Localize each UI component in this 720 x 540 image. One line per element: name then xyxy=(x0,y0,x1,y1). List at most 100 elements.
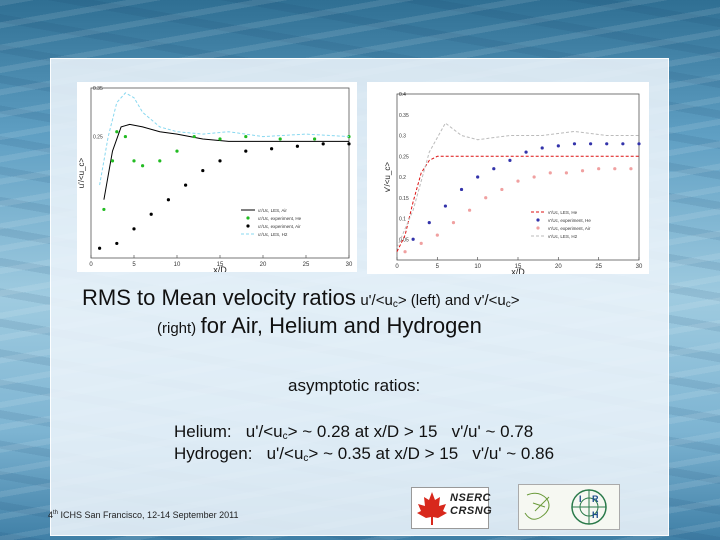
data-point xyxy=(158,159,162,163)
data-point xyxy=(192,134,196,139)
y-tick-label: 0.05 xyxy=(399,237,409,243)
data-point xyxy=(244,134,248,139)
x-tick-label: 0 xyxy=(89,262,93,268)
x-tick-label: 0 xyxy=(395,264,399,270)
chart-u-prime-svg: 0 5 10 15 20 25 30 0.25 0.35 x/D u'/<u_c> u'/Uc, LE… xyxy=(77,86,353,272)
irh-emblem-icon: I R H xyxy=(524,489,607,525)
y-tick-label: 0.1 xyxy=(399,217,406,223)
x-tick-label: 30 xyxy=(636,264,643,270)
plot-frame xyxy=(396,93,640,261)
nserc-line2: CRSNG xyxy=(450,505,493,518)
data-point xyxy=(201,168,205,173)
data-point xyxy=(313,137,317,141)
data-point xyxy=(572,142,577,146)
y-tick-label: 0.15 xyxy=(399,196,409,202)
y-axis-label: u'/<u_c> xyxy=(77,157,86,188)
irh-letter-r: R xyxy=(592,494,599,504)
legend-swatch xyxy=(536,226,540,230)
data-point xyxy=(411,237,415,241)
x-tick-label: 25 xyxy=(303,262,310,268)
data-point xyxy=(115,241,119,246)
hydrogen-ratio: Hydrogen: u'/<uc> ~ 0.35 at x/D > 15 v'/… xyxy=(174,444,555,465)
data-point xyxy=(621,142,625,146)
data-point xyxy=(427,221,431,225)
x-tick-label: 15 xyxy=(515,264,522,270)
data-point xyxy=(597,167,601,171)
data-point xyxy=(278,137,282,141)
data-point xyxy=(540,146,544,150)
heading-title-part1: RMS to Mean velocity ratios xyxy=(82,285,356,310)
data-point xyxy=(102,207,106,212)
data-point xyxy=(175,149,179,153)
x-tick-label: 5 xyxy=(132,262,136,268)
data-point xyxy=(419,241,423,245)
legend-label: u'/Uc, experiment, Air xyxy=(258,224,301,229)
legend-label: v'/Uc, LES, He xyxy=(548,210,578,215)
data-point xyxy=(613,167,617,171)
data-point xyxy=(548,171,552,175)
irh-logo: I R H xyxy=(518,484,620,530)
ratios-block: Helium: u'/<uc> ~ 0.28 at x/D > 15 v'/u'… xyxy=(174,421,554,465)
y-tick-label: 0.25 xyxy=(93,135,103,141)
data-point xyxy=(508,158,512,162)
chart-v-prime-svg: 0 5 10 15 20 25 30 0.4 0.35 0.3 0.25 0.2 0.15 0.1 0.05… xyxy=(383,92,643,274)
helium-ratio: Helium: u'/<uc> ~ 0.28 at x/D > 15 v'/u'… xyxy=(174,422,534,442)
maple-leaf-icon xyxy=(417,492,447,525)
data-point xyxy=(218,137,222,141)
data-point xyxy=(270,147,274,151)
data-point xyxy=(459,187,464,192)
data-point xyxy=(605,142,609,146)
nserc-line1: NSERC xyxy=(450,492,492,504)
y-tick-label: 0.35 xyxy=(93,86,103,92)
heading-line2-big: for Air, Helium and Hydrogen xyxy=(200,312,482,338)
asymptotic-label: asymptotic ratios: xyxy=(288,376,421,395)
data-point xyxy=(347,142,351,146)
irh-letter-i: I xyxy=(579,494,582,504)
legend-label: v'/Uc, LES, H2 xyxy=(548,234,578,239)
data-point xyxy=(468,208,472,212)
data-point xyxy=(132,227,136,231)
data-point xyxy=(123,134,127,139)
data-point xyxy=(403,250,407,254)
footer-conference: 4th ICHS San Francisco, 12-14 September … xyxy=(48,510,239,520)
x-tick-label: 10 xyxy=(474,264,481,270)
x-tick-label: 30 xyxy=(346,262,353,268)
x-tick-label: 20 xyxy=(555,264,562,270)
data-point xyxy=(244,149,248,153)
y-tick-label: 0.4 xyxy=(399,92,406,98)
data-point xyxy=(564,171,568,175)
chart-u-prime: 0 5 10 15 20 25 30 0.25 0.35 x/D u'/<u_c> u'/Uc, LE… xyxy=(77,82,357,272)
slide-heading: RMS to Mean velocity ratios u'/<uc> (lef… xyxy=(82,284,682,339)
data-point xyxy=(580,169,585,173)
y-axis-label: v'/<u_c> xyxy=(383,162,392,192)
data-point xyxy=(443,204,447,208)
chart-v-prime: 0 5 10 15 20 25 30 0.4 0.35 0.3 0.25 0.2 0.15 0.1 0.05… xyxy=(367,82,649,274)
data-point xyxy=(492,167,496,171)
data-point xyxy=(166,198,170,202)
data-point xyxy=(435,233,439,237)
series-line xyxy=(103,123,349,200)
data-point xyxy=(218,159,222,163)
series-line xyxy=(396,122,639,248)
data-point xyxy=(532,175,536,179)
heading-title-part2: u'/<uc> (left) and v'/<uc> xyxy=(360,292,520,310)
x-tick-label: 20 xyxy=(260,262,267,268)
legend-label: u'/Uc, experiment, He xyxy=(258,216,302,221)
data-point xyxy=(451,221,456,225)
y-tick-label: 0.2 xyxy=(399,175,406,181)
data-point xyxy=(524,150,528,154)
data-point xyxy=(132,159,136,163)
legend-label: u'/Uc, LES, H2 xyxy=(258,232,288,237)
data-point xyxy=(141,164,145,168)
data-point xyxy=(500,187,504,192)
nserc-text: NSERC CRSNG xyxy=(450,492,492,518)
data-point xyxy=(98,246,102,250)
data-point xyxy=(295,144,299,148)
data-point xyxy=(184,183,188,187)
x-tick-label: 10 xyxy=(174,262,181,268)
legend-label: u'/Uc, LES, Air xyxy=(258,208,287,213)
data-point xyxy=(476,175,480,179)
series-line xyxy=(99,92,350,186)
data-point xyxy=(516,179,520,183)
heading-line2-small: (right) xyxy=(157,319,197,337)
